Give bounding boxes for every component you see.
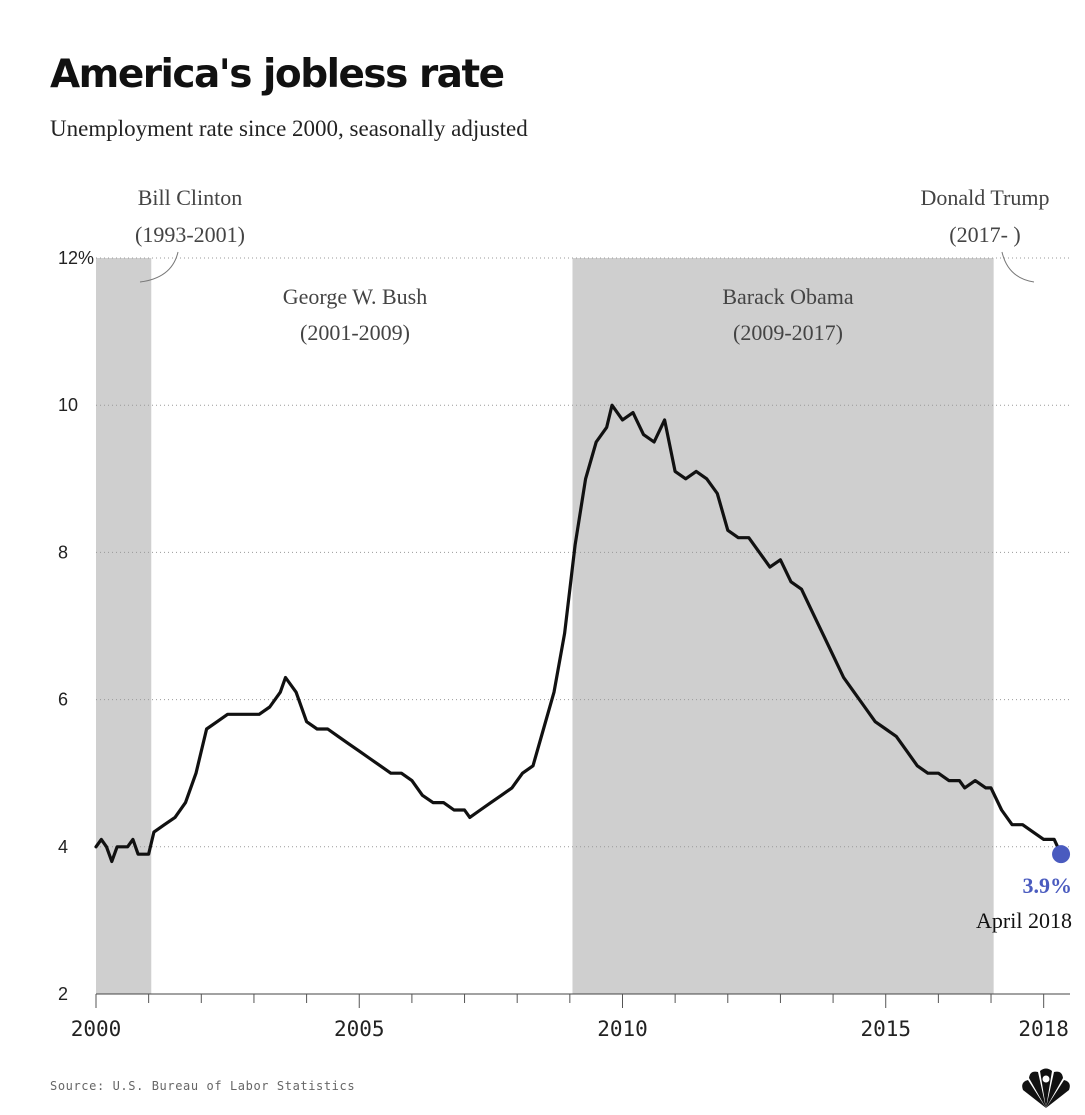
y-tick-label-10: 10 — [58, 395, 78, 415]
series-layer — [94, 403, 1063, 864]
x-tick-label-2010: 2010 — [597, 1017, 648, 1041]
latest-value-label: 3.9% — [1023, 873, 1073, 898]
axis-labels: 2 4 6 8 10 12% 2000 2005 2010 2015 2018 — [58, 248, 1069, 1041]
presidency-years-bill-clinton: (1993-2001) — [135, 222, 245, 247]
presidency-labels: Bill Clinton (1993-2001) George W. Bush (20… — [135, 185, 1049, 345]
presidency-band-bill-clinton — [96, 258, 152, 994]
latest-point-marker — [1052, 845, 1071, 864]
chart-subtitle: Unemployment rate since 2000, seasonally… — [50, 116, 528, 141]
presidency-name-george-w-bush: George W. Bush — [283, 284, 427, 309]
y-tick-label-2: 2 — [58, 984, 68, 1004]
presidency-years-george-w-bush: (2001-2009) — [300, 320, 410, 345]
presidency-name-donald-trump: Donald Trump — [921, 185, 1050, 210]
presidency-name-barack-obama: Barack Obama — [722, 284, 854, 309]
y-tick-label-6: 6 — [58, 690, 68, 710]
presidency-shading — [96, 258, 994, 994]
presidency-years-donald-trump: (2017- ) — [949, 222, 1020, 247]
x-tick-label-2015: 2015 — [860, 1017, 911, 1041]
chart-title: America's jobless rate — [50, 52, 505, 97]
y-tick-label-4: 4 — [58, 837, 68, 857]
source-note: Source: U.S. Bureau of Labor Statistics — [50, 1079, 356, 1093]
presidency-name-bill-clinton: Bill Clinton — [138, 185, 243, 210]
peacock-logo-icon — [1022, 1068, 1070, 1108]
presidency-leader-bill-clinton — [139, 251, 179, 283]
series-line-0 — [94, 403, 1063, 864]
y-tick-label-12: 12% — [58, 248, 94, 268]
presidency-band-barack-obama — [572, 258, 994, 994]
latest-date-label: April 2018 — [976, 908, 1072, 933]
presidency-years-barack-obama: (2009-2017) — [733, 320, 843, 345]
x-tick-label-2005: 2005 — [334, 1017, 385, 1041]
x-axis — [95, 993, 1070, 1008]
x-tick-label-2018: 2018 — [1018, 1017, 1069, 1041]
x-tick-label-2000: 2000 — [71, 1017, 122, 1041]
presidency-leader-donald-trump — [1001, 251, 1035, 283]
annotation-layer: 3.9% April 2018 — [976, 845, 1072, 933]
y-tick-label-8: 8 — [58, 542, 68, 562]
